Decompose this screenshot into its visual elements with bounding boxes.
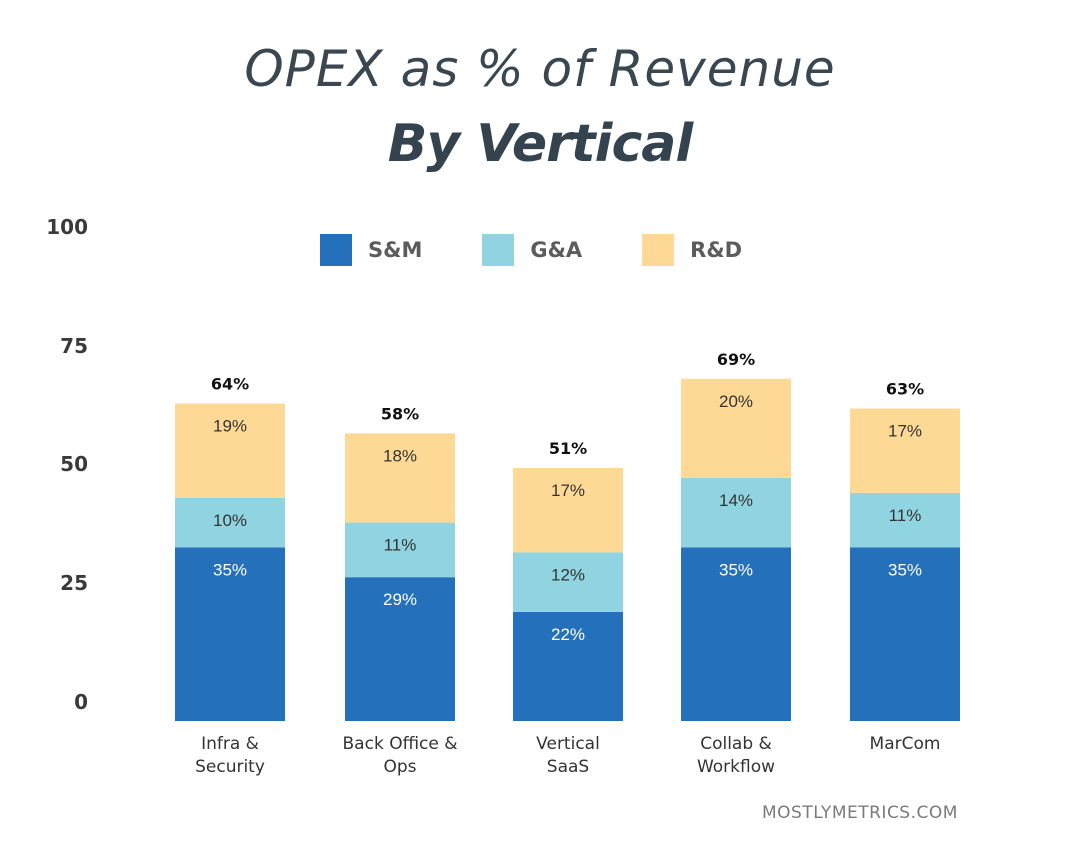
chart-subtitle: By Vertical xyxy=(387,114,693,174)
x-category-label: Workflow xyxy=(697,757,775,777)
y-tick-label: 100 xyxy=(46,215,88,239)
total-label: 58% xyxy=(381,404,419,423)
x-category-label: Collab & xyxy=(700,734,772,754)
total-label: 69% xyxy=(717,350,755,369)
data-label-ga: 10% xyxy=(213,511,247,530)
y-tick-label: 50 xyxy=(60,452,88,476)
bar-segment-rd xyxy=(850,408,960,493)
data-label-rd: 18% xyxy=(383,446,417,465)
bar-segment-sm xyxy=(175,547,285,721)
data-label-sm: 29% xyxy=(383,590,417,609)
data-label-sm: 35% xyxy=(888,560,922,579)
data-label-ga: 12% xyxy=(551,565,585,584)
legend-item-rd: R&D xyxy=(642,234,742,266)
legend: S&M G&A R&D xyxy=(320,234,802,266)
bar-segment-ga xyxy=(513,552,623,612)
x-category-label: Ops xyxy=(383,757,416,777)
x-category-label: Security xyxy=(195,757,265,777)
bar-segment-sm xyxy=(850,547,960,721)
legend-label-ga: G&A xyxy=(530,238,583,262)
data-label-sm: 35% xyxy=(719,560,753,579)
legend-swatch-sm xyxy=(320,234,352,266)
legend-item-ga: G&A xyxy=(482,234,582,266)
legend-swatch-ga xyxy=(482,234,515,266)
legend-swatch-rd xyxy=(642,234,675,266)
data-label-rd: 17% xyxy=(551,481,585,500)
data-label-rd: 19% xyxy=(213,417,247,436)
bar-segment-sm xyxy=(513,611,623,721)
bar-segment-ga xyxy=(681,477,791,548)
data-label-ga: 11% xyxy=(384,536,417,555)
y-tick-label: 0 xyxy=(74,690,88,714)
x-category-label: SaaS xyxy=(547,757,589,777)
total-label: 63% xyxy=(886,380,924,399)
x-category-label: Infra & xyxy=(201,734,259,754)
data-label-sm: 22% xyxy=(551,625,585,644)
data-label-ga: 11% xyxy=(889,506,922,525)
bar-segment-rd xyxy=(345,433,455,523)
y-tick-label: 75 xyxy=(60,334,88,358)
x-category-label: MarCom xyxy=(870,734,941,754)
legend-label-sm: S&M xyxy=(368,238,423,262)
x-category-label: Vertical xyxy=(536,734,600,754)
bar-segment-ga xyxy=(850,492,960,548)
chart-title: OPEX as % of Revenue xyxy=(244,40,836,98)
bar-segment-rd xyxy=(513,468,623,553)
bar-segment-ga xyxy=(175,497,285,548)
bar-segment-rd xyxy=(681,378,791,478)
total-label: 51% xyxy=(549,439,587,458)
legend-item-sm: S&M xyxy=(320,234,422,266)
x-category-label: Back Office & xyxy=(343,734,458,754)
total-label: 64% xyxy=(211,375,249,394)
bar-segment-rd xyxy=(175,403,285,498)
data-label-sm: 35% xyxy=(213,560,247,579)
y-tick-label: 25 xyxy=(60,571,88,595)
data-label-ga: 14% xyxy=(719,491,753,510)
bar-segment-sm xyxy=(681,547,791,721)
watermark: MOSTLYMETRICS.COM xyxy=(762,803,958,823)
data-label-rd: 17% xyxy=(888,422,922,441)
bar-segment-sm xyxy=(345,577,455,721)
bar-segment-ga xyxy=(345,522,455,578)
data-label-rd: 20% xyxy=(719,392,753,411)
legend-label-rd: R&D xyxy=(690,238,743,262)
